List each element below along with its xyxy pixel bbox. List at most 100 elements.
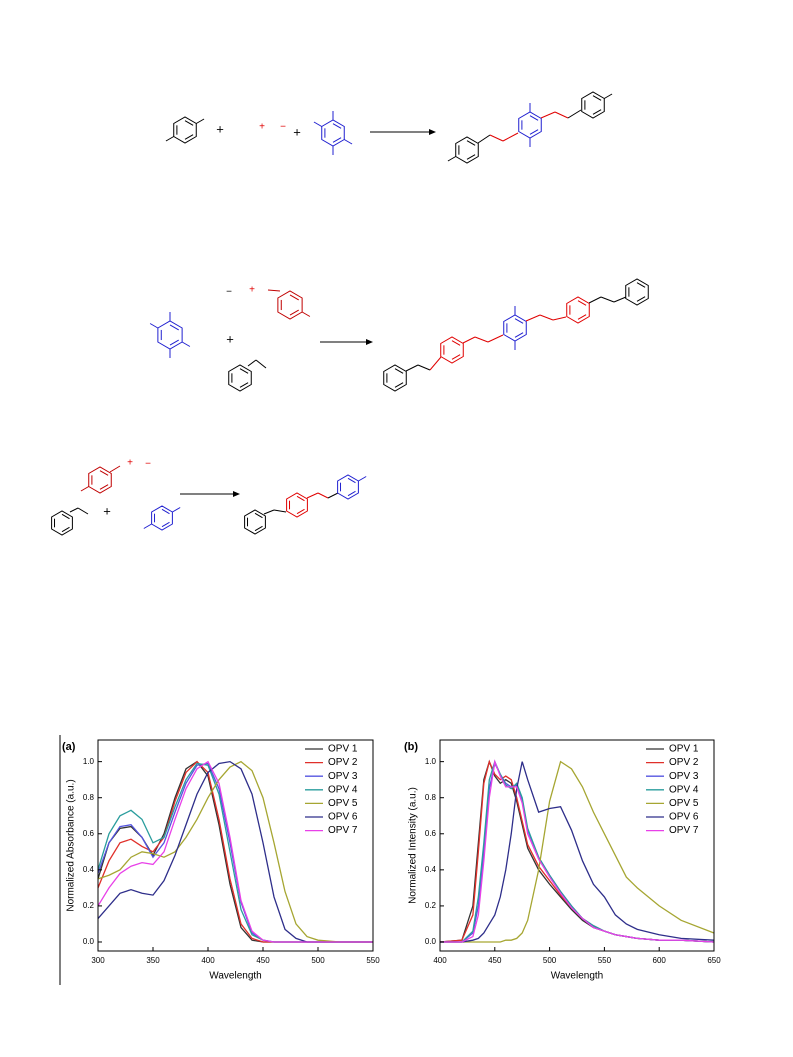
- ring-bond: [184, 120, 194, 126]
- vinylene-bond: [263, 509, 275, 515]
- x-tick-label: 500: [311, 956, 325, 965]
- ring-bond: [577, 314, 587, 320]
- benzene-ring: [51, 510, 73, 536]
- benzene-ring: [277, 290, 303, 320]
- plus-sign: +: [226, 331, 234, 346]
- vinylene-bond: [554, 111, 569, 119]
- charge: +: [259, 122, 265, 133]
- arrow-head: [366, 339, 373, 345]
- ring-bond: [61, 526, 70, 533]
- vinylene-bond: [405, 364, 419, 372]
- substituent-bond: [149, 323, 159, 329]
- series-line: [440, 760, 715, 943]
- legend-label: OPV 5: [669, 798, 699, 809]
- ring-bond: [636, 296, 646, 302]
- arrow-head: [429, 129, 436, 135]
- substituent-bond: [181, 341, 191, 347]
- vinylene-bond: [429, 356, 442, 371]
- substituent-bond: [447, 156, 456, 162]
- x-tick-label: 550: [366, 956, 380, 965]
- legend-label: OPV 6: [669, 812, 699, 823]
- plus-sign: +: [293, 124, 301, 139]
- charge: −: [280, 122, 286, 133]
- x-tick-label: 500: [543, 956, 557, 965]
- x-axis-label: Wavelength: [551, 971, 603, 982]
- ring-bond: [394, 382, 404, 388]
- vinylene-bond: [462, 336, 476, 344]
- charge: −: [145, 459, 151, 470]
- substituent-bond: [165, 136, 174, 142]
- y-axis-label: Normalized Intensity (a.u.): [408, 787, 419, 904]
- vinylene-bond: [247, 359, 257, 367]
- x-tick-label: 400: [433, 956, 447, 965]
- vinylene-bond: [567, 109, 582, 119]
- substituent-bond: [313, 121, 322, 127]
- substituent-bond: [80, 486, 89, 492]
- ring-bond: [514, 318, 524, 324]
- ring-bond: [332, 123, 342, 129]
- ring-bond: [514, 332, 524, 338]
- x-tick-label: 600: [653, 956, 667, 965]
- ring-bond: [99, 470, 109, 476]
- y-tick-label: 0.8: [83, 793, 95, 802]
- ring-bond: [451, 354, 461, 360]
- ring-bond: [592, 95, 602, 101]
- panel-label: (b): [404, 741, 418, 753]
- series-line: [97, 760, 373, 943]
- vinylene-bond: [540, 111, 556, 119]
- legend-label: OPV 2: [669, 757, 699, 768]
- x-tick-label: 650: [707, 956, 721, 965]
- legend-label: OPV 3: [669, 771, 699, 782]
- y-tick-label: 0.0: [83, 937, 95, 946]
- vinylene-bond: [525, 314, 541, 322]
- substituent-bond: [143, 523, 152, 529]
- plus-sign: +: [216, 121, 224, 136]
- ring-bond: [529, 115, 539, 121]
- benzene-ring: [566, 296, 590, 324]
- ring-bond: [239, 368, 249, 374]
- benzene-ring: [244, 509, 266, 535]
- ring-bond: [254, 512, 263, 519]
- legend-label: OPV 6: [328, 812, 358, 823]
- plot-frame: [97, 739, 374, 952]
- benzene-ring: [88, 466, 112, 494]
- ring-bond: [577, 300, 587, 306]
- series-line: [440, 761, 715, 943]
- legend-label: OPV 7: [669, 825, 699, 836]
- ring-bond: [184, 134, 194, 140]
- ring-bond: [254, 525, 263, 532]
- vinylene-bond: [502, 132, 519, 142]
- benzene-ring: [228, 364, 252, 392]
- y-tick-label: 0.4: [425, 865, 437, 874]
- vinylene-bond: [69, 507, 79, 513]
- vinylene-bond: [552, 316, 567, 321]
- vinylene-bond: [267, 289, 281, 292]
- series-line: [97, 760, 373, 943]
- ring-bond: [466, 154, 476, 160]
- legend-label: OPV 1: [328, 744, 358, 755]
- plus-sign: +: [103, 503, 111, 518]
- legend-label: OPV 5: [328, 798, 358, 809]
- y-tick-label: 0.0: [425, 937, 437, 946]
- vinylene-bond: [600, 296, 615, 303]
- ring-bond: [289, 309, 299, 316]
- vinylene-bond: [109, 465, 121, 473]
- vinylene-bond: [613, 296, 627, 303]
- charge: +: [127, 458, 133, 469]
- ring-bond: [99, 484, 109, 490]
- y-tick-label: 0.8: [425, 793, 437, 802]
- charge: +: [249, 285, 255, 296]
- legend-label: OPV 4: [328, 784, 358, 795]
- chart: 400 450 500 550 600 650 0.0 0.2 0.4 0.6 0.8 1.0 Wave…: [404, 739, 721, 982]
- ring-bond: [169, 324, 179, 331]
- x-tick-label: 400: [201, 956, 215, 965]
- ring-bond: [466, 140, 476, 146]
- vinylene-bond: [273, 509, 287, 513]
- vinylene-bond: [489, 134, 504, 142]
- ring-bond: [347, 477, 356, 484]
- ring-bond: [169, 339, 179, 346]
- vinylene-bond: [539, 314, 554, 321]
- x-tick-label: 300: [91, 956, 105, 965]
